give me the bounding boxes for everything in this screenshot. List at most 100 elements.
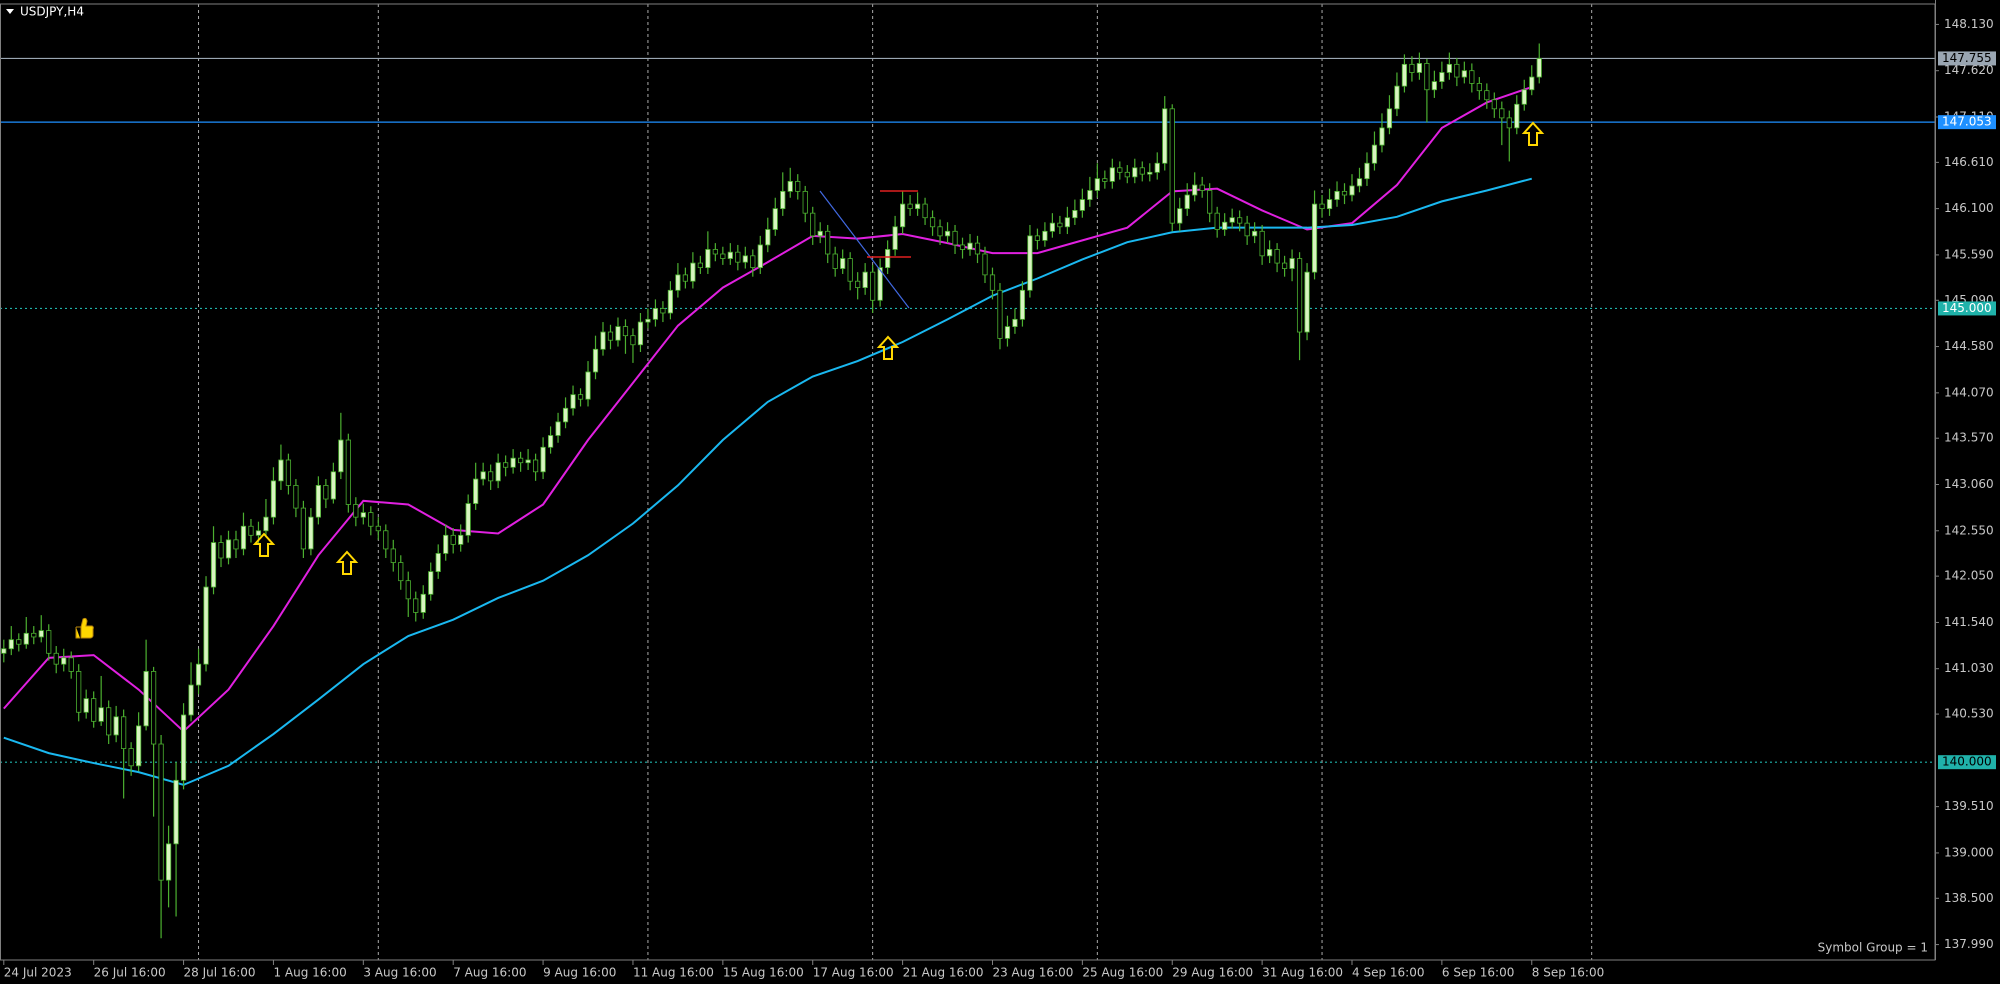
price-level-tag [1938, 115, 1996, 130]
candle-body [937, 226, 943, 237]
candle-body [944, 230, 951, 237]
candle-body [61, 657, 67, 665]
candle-body [525, 459, 531, 464]
y-tick-label: 143.570 [1944, 431, 1994, 445]
price-level-label: 145.000 [1942, 301, 1992, 315]
candle-body [1049, 222, 1055, 232]
candle-body [697, 262, 703, 269]
candle-body [375, 525, 381, 532]
candle-body [570, 394, 576, 409]
candle-body [847, 258, 853, 282]
candle-body [1222, 221, 1228, 230]
candle-body [1139, 167, 1145, 175]
candle-body [1349, 185, 1355, 196]
candle-body [667, 289, 674, 314]
candle-body [360, 512, 366, 518]
x-tick-label: 7 Aug 16:00 [453, 966, 526, 980]
candle-body [203, 586, 209, 665]
candle-body [1, 648, 7, 654]
candle-body [1409, 63, 1415, 73]
candle-body [315, 485, 321, 518]
candle-body [1281, 262, 1288, 269]
candle-body [1491, 99, 1497, 110]
candle-body [615, 326, 621, 341]
candle-body [577, 394, 584, 400]
y-tick-label: 148.130 [1944, 17, 1994, 31]
candle-body [330, 471, 336, 500]
candle-body [1356, 178, 1363, 187]
x-tick-label: 15 Aug 16:00 [723, 966, 804, 980]
candle-body [1207, 190, 1213, 214]
candle-body [952, 230, 958, 246]
candle-body [173, 779, 179, 845]
indicator-layer [3, 86, 1533, 786]
candle-body [1416, 63, 1423, 73]
y-tick-label: 146.610 [1944, 155, 1994, 169]
candle-body [892, 226, 898, 250]
candle-body [1177, 208, 1183, 224]
candle-body [907, 203, 913, 210]
candle-body [1192, 184, 1198, 196]
candle-body [735, 251, 741, 263]
candle-body [38, 630, 44, 638]
candle-body [1506, 117, 1512, 129]
candle-body [1469, 70, 1475, 84]
candle-body [218, 542, 224, 559]
candle-body [1012, 318, 1018, 327]
candle-body [293, 485, 299, 509]
x-tick-label: 4 Sep 16:00 [1352, 966, 1424, 980]
candle-body [840, 258, 846, 269]
candle-body [1042, 230, 1048, 241]
candle-body [83, 698, 89, 713]
thumbs-up-icon [75, 617, 94, 639]
candle-body [1401, 63, 1408, 87]
candle-body [1162, 108, 1168, 164]
candle-body [300, 507, 307, 550]
candle-body [959, 244, 966, 250]
candle-body [180, 714, 187, 781]
candle-body [1124, 171, 1130, 178]
price-level-tag [1938, 755, 1996, 770]
chart-title: USDJPY,H4 [20, 5, 84, 19]
y-tick-label: 142.550 [1944, 523, 1994, 537]
candle-body [1311, 203, 1318, 273]
candle-body [1079, 199, 1085, 211]
candle-body [450, 534, 456, 545]
candle-body [76, 671, 82, 713]
price-level-label: 147.755 [1942, 51, 1992, 65]
candle-body [1379, 127, 1385, 146]
candle-body [53, 652, 59, 665]
candle-body [562, 407, 569, 423]
candle-body [914, 203, 921, 210]
y-tick-label: 139.000 [1944, 845, 1994, 859]
candle-body [1244, 222, 1250, 237]
candle-body [1341, 190, 1348, 196]
candle-body [136, 725, 142, 767]
candle-body [420, 593, 426, 613]
candle-body [1364, 162, 1370, 180]
candle-body [323, 485, 329, 500]
up-arrow [335, 550, 359, 575]
candle-body [106, 707, 112, 736]
x-tick-label: 29 Aug 16:00 [1172, 966, 1253, 980]
candle-body [285, 459, 292, 486]
candle-body [1394, 85, 1400, 110]
candle-body [255, 530, 262, 536]
candle-body [795, 181, 801, 192]
candle-body [46, 630, 52, 654]
moving-average [3, 86, 1533, 733]
candle-body [974, 242, 981, 255]
candle-body [900, 203, 906, 228]
menu-triangle[interactable] [6, 9, 14, 14]
candle-body [1094, 178, 1100, 191]
candle-body [750, 255, 756, 269]
candle-body [240, 525, 247, 550]
candle-body [1499, 108, 1505, 119]
symbol-group: Symbol Group = 1 [1818, 941, 1928, 955]
candle-body [982, 253, 988, 276]
candle-body [473, 478, 479, 504]
candle-body [757, 244, 763, 269]
candle-body [1154, 162, 1160, 173]
candle-body [825, 230, 831, 255]
